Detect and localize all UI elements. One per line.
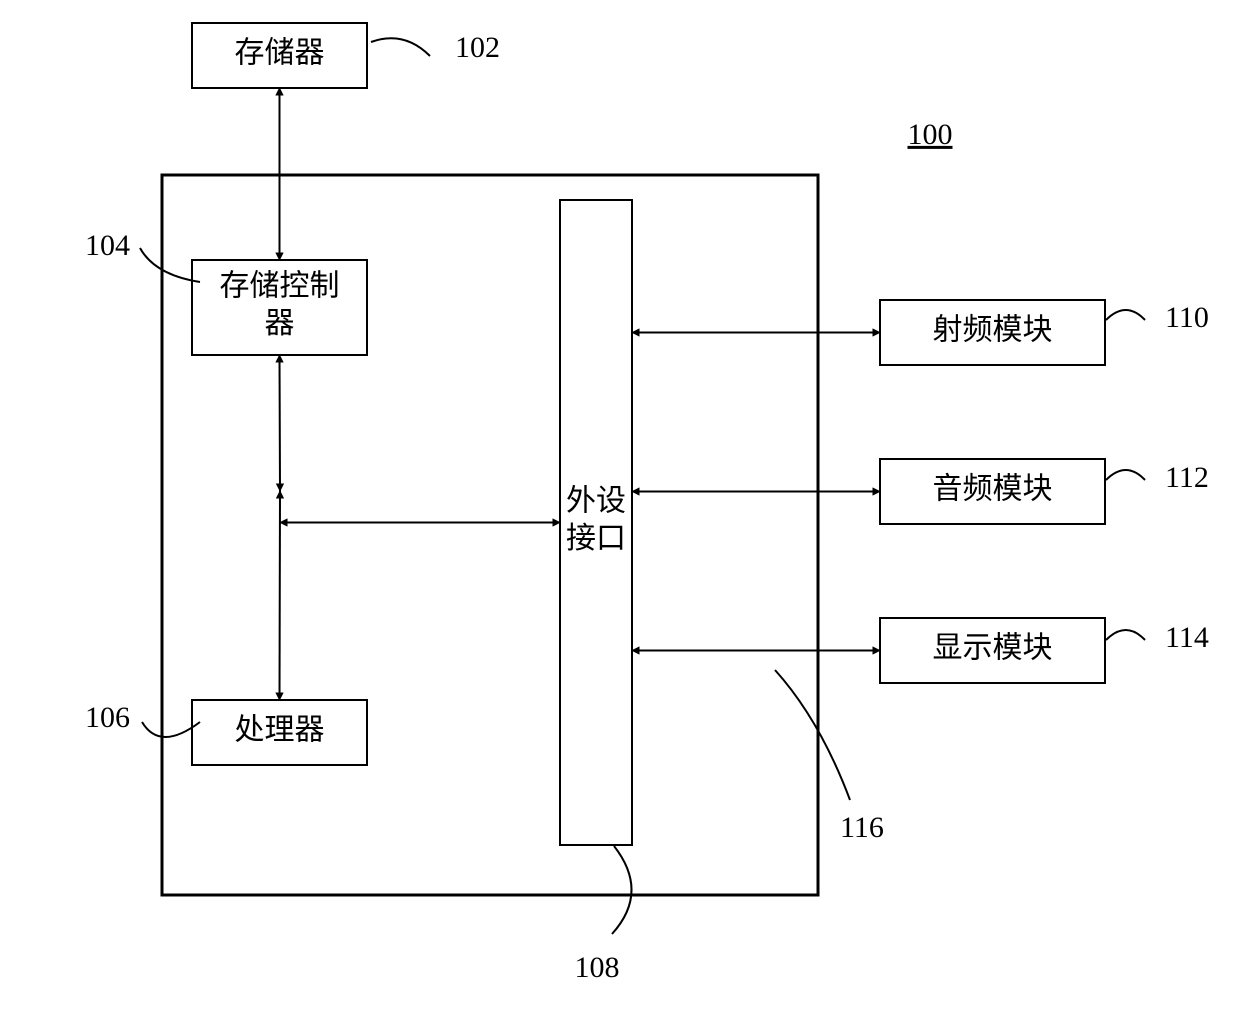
ref-116: 116: [840, 811, 884, 844]
leader-line: [371, 38, 430, 56]
memory-controller-box-label: 器: [265, 307, 295, 340]
connector: [280, 491, 281, 700]
ref-114: 114: [1165, 621, 1209, 654]
leader-line: [1106, 470, 1145, 480]
leader-line: [1106, 630, 1145, 640]
ref-110: 110: [1165, 301, 1209, 334]
rf-module-box-label: 射频模块: [933, 313, 1053, 346]
audio-module-box-label: 音频模块: [933, 472, 1053, 505]
memory-controller-box-label: 存储控制: [220, 270, 340, 303]
leader-line: [1106, 310, 1145, 320]
peripheral-interface-box-label: 外设: [566, 485, 626, 518]
connector: [280, 355, 281, 491]
ref-108: 108: [575, 951, 620, 984]
memory-box-label: 存储器: [235, 36, 325, 69]
ref-112: 112: [1165, 461, 1209, 494]
display-module-box-label: 显示模块: [933, 631, 1053, 664]
peripheral-interface-box-label: 接口: [566, 522, 626, 555]
ref-104: 104: [85, 229, 130, 262]
ref-102: 102: [455, 31, 500, 64]
processor-box-label: 处理器: [235, 713, 325, 746]
ref-106: 106: [85, 701, 130, 734]
ref-100: 100: [908, 118, 953, 151]
block-diagram: 存储器存储控制器处理器 外设接口 射频模块音频模块显示模块 100 102 104 106 1…: [0, 0, 1240, 1009]
